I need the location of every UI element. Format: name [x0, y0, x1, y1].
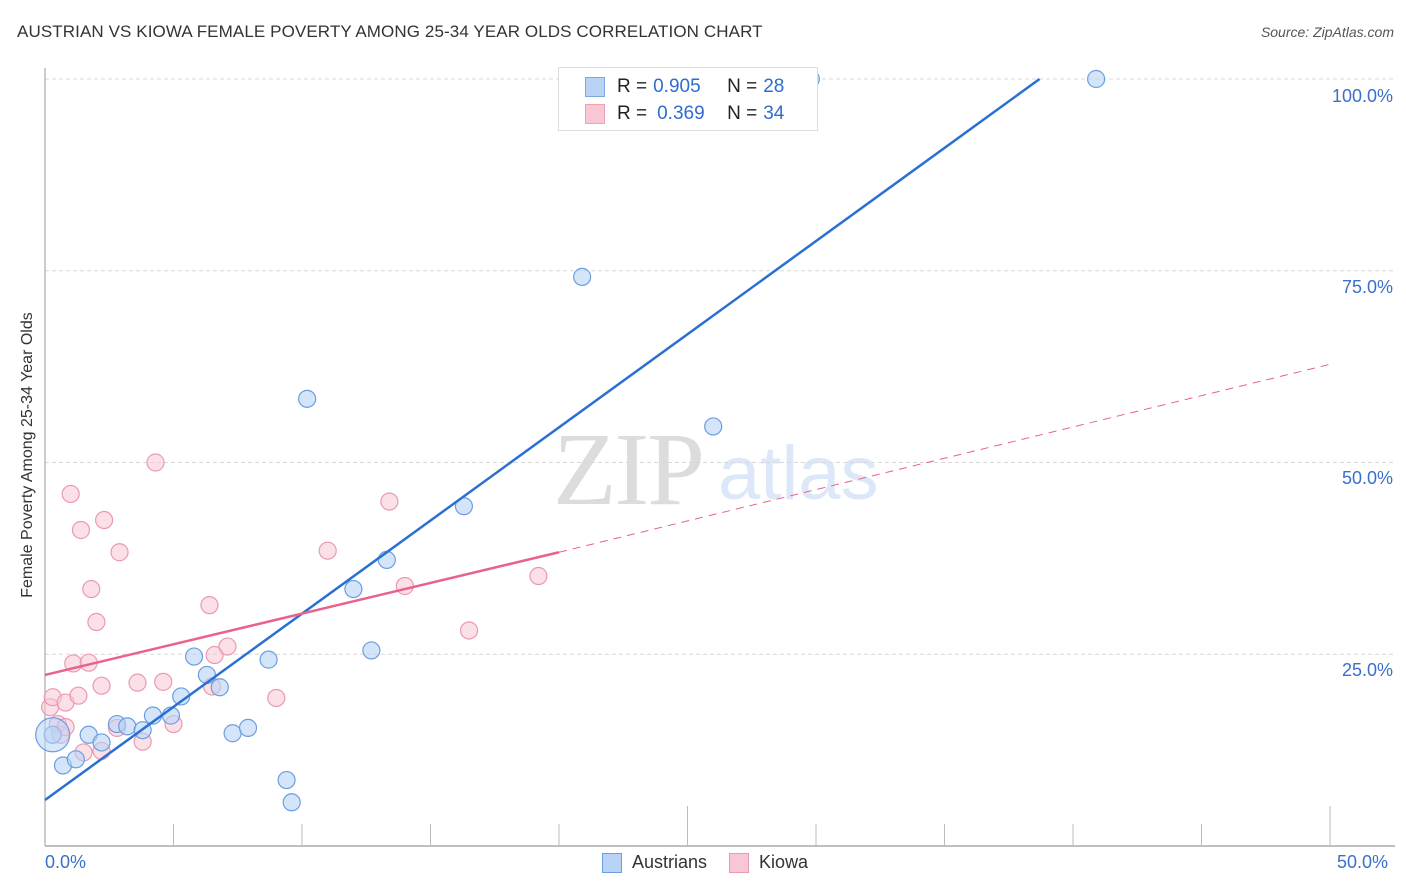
data-point: [318, 541, 337, 560]
data-point: [146, 453, 165, 472]
kiowa-trendline: [44, 551, 560, 677]
austrians-swatch: [585, 77, 605, 97]
data-point: [61, 484, 80, 504]
data-point: [238, 718, 258, 737]
data-point: [197, 665, 217, 685]
y-tick-75: 75.0%: [1341, 277, 1393, 297]
y-axis-label: Female Poverty Among 25-34 Year Olds: [19, 312, 36, 598]
series-legend: Austrians Kiowa: [602, 852, 830, 873]
data-point: [154, 672, 173, 691]
data-point: [704, 417, 723, 436]
legend-label-austrians: Austrians: [632, 852, 708, 872]
legend-item-austrians[interactable]: Austrians: [602, 852, 707, 873]
watermark-atlas: atlas: [718, 431, 879, 516]
gridlines: [45, 78, 1395, 655]
data-point: [92, 733, 111, 752]
data-point: [210, 678, 229, 697]
data-point: [459, 621, 479, 640]
data-point: [344, 579, 363, 599]
legend-item-kiowa[interactable]: Kiowa: [729, 852, 808, 873]
n-value: 28: [763, 76, 785, 97]
kiowa-points: [41, 453, 548, 762]
data-point: [298, 389, 317, 408]
legend-row-austrians: R = 0.905 N = 28: [585, 75, 784, 99]
y-tick-50: 50.0%: [1341, 468, 1393, 488]
data-point: [218, 637, 237, 656]
data-point: [573, 267, 592, 286]
chart-title: AUSTRIAN VS KIOWA FEMALE POVERTY AMONG 2…: [17, 22, 763, 41]
data-point: [205, 645, 224, 665]
data-point: [128, 673, 147, 692]
stats-legend: R = 0.905 N = 28 R = 0.369 N = 34: [558, 67, 818, 131]
data-point: [69, 686, 88, 705]
austrians-legend-swatch: [602, 852, 622, 873]
data-point: [118, 717, 137, 736]
kiowa-legend-swatch: [729, 852, 750, 873]
data-point: [259, 650, 278, 669]
x-tick-50: 50.0%: [1337, 852, 1389, 872]
data-point: [282, 793, 301, 812]
n-label: N =: [727, 76, 758, 97]
r-value: 0.369: [657, 103, 705, 124]
watermark-zip: ZIP: [553, 412, 705, 527]
y-tick-100: 100.0%: [1331, 86, 1393, 106]
data-point: [200, 596, 219, 615]
data-point: [277, 770, 296, 790]
data-point: [184, 647, 204, 666]
x-tick-0: 0.0%: [45, 852, 87, 872]
data-point: [1087, 69, 1106, 89]
data-point: [377, 550, 396, 570]
data-point: [82, 579, 101, 599]
data-point: [87, 612, 106, 632]
axes: [44, 68, 1395, 847]
data-point: [362, 641, 381, 660]
data-point: [380, 492, 399, 511]
data-point: [395, 576, 414, 596]
legend-row-kiowa: R = 0.369 N = 34: [585, 102, 784, 126]
r-value: 0.905: [653, 76, 701, 97]
kiowa-trendline-extension: [558, 363, 1331, 553]
kiowa-swatch: [585, 104, 605, 124]
data-point: [110, 543, 129, 562]
r-label: R =: [617, 76, 648, 97]
data-point: [95, 510, 114, 530]
data-point: [71, 520, 91, 540]
n-value: 34: [763, 103, 785, 124]
data-point-cluster: [35, 717, 71, 753]
y-tick-25: 25.0%: [1341, 660, 1393, 680]
data-point: [529, 566, 548, 586]
data-point: [66, 750, 85, 769]
data-point: [223, 724, 242, 743]
data-point: [267, 688, 286, 708]
austrians-trendline: [44, 77, 1041, 801]
austrians-points: [35, 69, 1106, 812]
legend-label-kiowa: Kiowa: [759, 852, 809, 872]
r-label: R =: [617, 103, 648, 124]
data-point: [92, 676, 111, 695]
n-label: N =: [727, 103, 758, 124]
source-label: Source: ZipAtlas.com: [1260, 24, 1394, 40]
trendlines: [44, 77, 1331, 801]
